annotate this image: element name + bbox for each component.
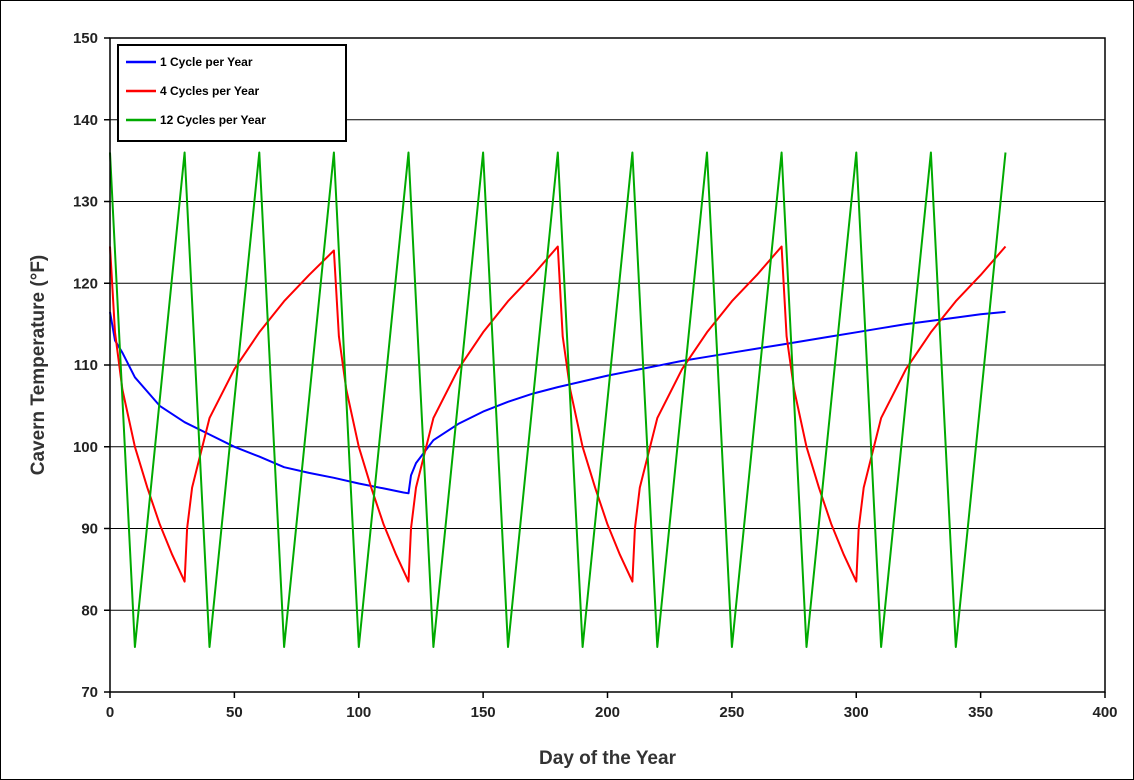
y-tick-label: 130 <box>73 194 98 211</box>
x-tick-label: 0 <box>106 704 114 721</box>
series-line-3 <box>109 151 1007 648</box>
series-line-2 <box>109 245 1007 583</box>
legend: 1 Cycle per Year 4 Cycles per Year 12 Cycl… <box>117 44 347 142</box>
y-tick-label: 90 <box>81 521 98 538</box>
legend-label: 12 Cycles per Year <box>160 113 266 127</box>
y-tick-label: 150 <box>73 30 98 47</box>
x-tick-label: 150 <box>471 704 496 721</box>
x-axis-title: Day of the Year <box>539 748 677 769</box>
x-tick-label: 200 <box>595 704 620 721</box>
x-tick-label: 350 <box>968 704 993 721</box>
x-tick-label: 100 <box>346 704 371 721</box>
x-tick-label: 300 <box>844 704 869 721</box>
y-axis-title: Cavern Temperature (°F) <box>28 255 49 476</box>
y-tick-label: 70 <box>81 684 98 701</box>
y-tick-label: 110 <box>74 357 98 374</box>
legend-label: 4 Cycles per Year <box>160 84 260 98</box>
y-tick-label: 100 <box>73 439 98 456</box>
y-tick-label: 120 <box>73 275 98 292</box>
x-tick-label: 250 <box>719 704 744 721</box>
legend-label: 1 Cycle per Year <box>160 55 253 69</box>
x-tick-label: 50 <box>226 704 243 721</box>
y-tick-label: 140 <box>73 112 98 129</box>
y-tick-label: 80 <box>81 602 98 619</box>
x-axis-ticks: 0 50 100 150 200 250 300 350 400 <box>106 692 1118 721</box>
series-lines <box>109 151 1007 648</box>
x-tick-label: 400 <box>1092 704 1117 721</box>
y-axis-ticks: 70 80 90 100 110 120 130 140 150 <box>73 30 110 701</box>
